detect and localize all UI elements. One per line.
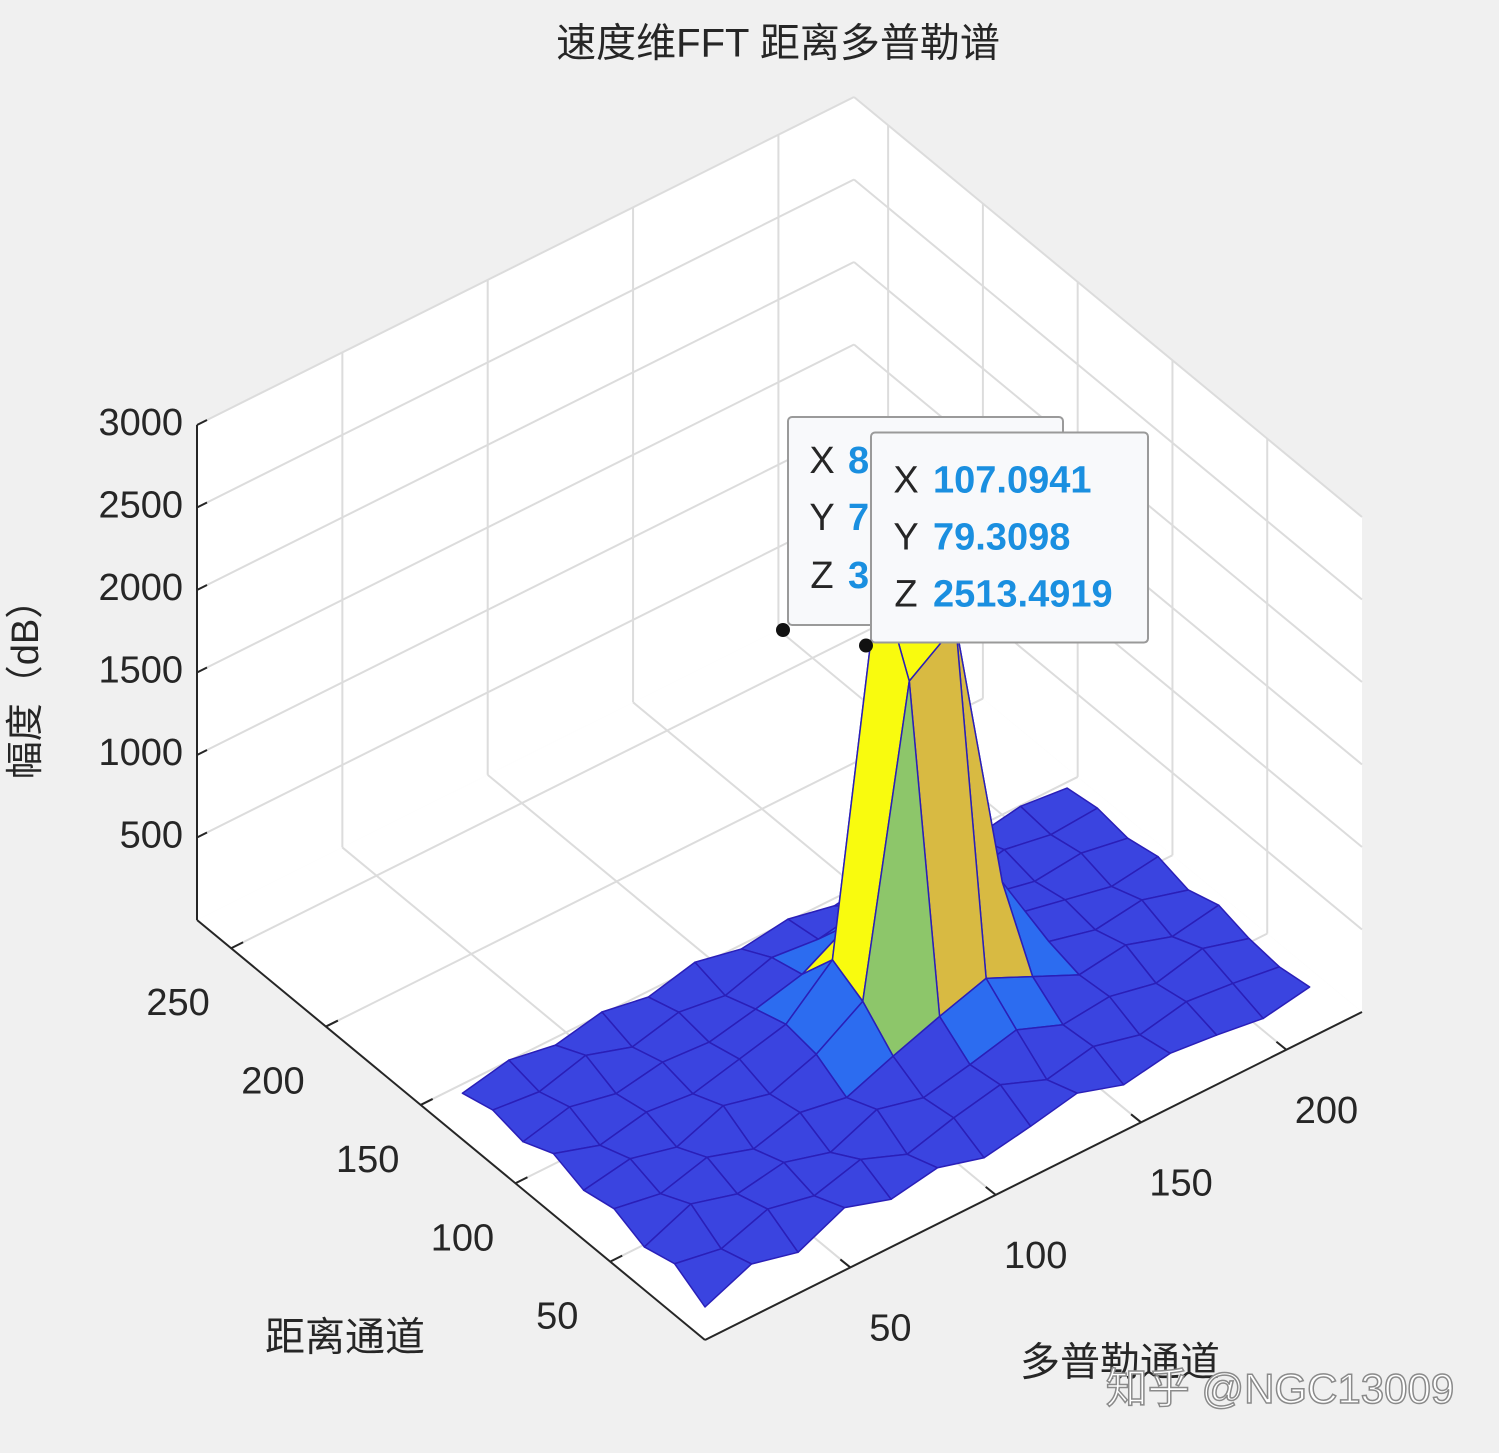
x-tick — [839, 1258, 851, 1269]
z-tick-label: 2000 — [98, 567, 183, 609]
y-tick — [230, 941, 244, 950]
surface-cell — [673, 1248, 753, 1308]
y-tick-label: 150 — [336, 1139, 399, 1181]
datatip-value: 7 — [848, 497, 869, 539]
z-tick-label: 1000 — [98, 732, 183, 774]
grid-line — [853, 178, 1363, 601]
datatip-value: 2513.4919 — [933, 574, 1113, 616]
z-tick — [196, 831, 208, 839]
x-tick — [985, 1186, 997, 1196]
datatip-value: 107.0941 — [933, 460, 1092, 502]
x-tick — [1275, 1040, 1288, 1051]
datatip-box — [869, 431, 1149, 644]
z-tick-label: 3000 — [98, 402, 183, 444]
x-tick-label: 50 — [869, 1307, 911, 1349]
datatip-value: 79.3098 — [933, 517, 1070, 559]
datatip-marker — [858, 638, 873, 653]
y-tick-label: 100 — [431, 1217, 494, 1259]
y-tick-label: 50 — [536, 1296, 578, 1338]
watermark: 知乎 @NGC13009 — [1106, 1365, 1454, 1412]
datatip-value: 3 — [848, 555, 869, 597]
y-axis-label: 距离通道 — [265, 1316, 425, 1360]
datatip-label: X — [893, 460, 918, 502]
z-tick — [196, 666, 208, 674]
z-tick — [196, 501, 208, 509]
grid-line — [196, 261, 855, 591]
z-tick-label: 500 — [120, 815, 183, 857]
x-tick-label: 150 — [1149, 1162, 1212, 1204]
grid-line — [196, 343, 855, 674]
y-tick — [515, 1176, 528, 1185]
y-tick-label: 250 — [146, 982, 209, 1024]
datatip-label: Y — [893, 517, 918, 559]
axis-line — [704, 1011, 1363, 1341]
datatip-marker — [776, 623, 790, 637]
axis-line — [196, 919, 706, 1341]
datatip-label: Y — [809, 497, 834, 539]
z-tick — [196, 584, 208, 591]
z-tick-label: 1500 — [98, 650, 183, 692]
grid-line — [196, 508, 855, 839]
datatip-label: Z — [810, 555, 833, 597]
datatip-label: Z — [894, 574, 917, 616]
grid-line — [196, 96, 855, 426]
z-tick — [196, 419, 208, 426]
y-tick — [325, 1019, 339, 1028]
grid-line — [196, 426, 855, 756]
z-axis-label: 幅度（dB） — [5, 581, 47, 779]
x-tick-label: 100 — [1004, 1235, 1067, 1277]
datatip: X 107.0941 Y 79.3098 Z 2513.4919 — [858, 431, 1149, 653]
datatip-label: X — [809, 440, 834, 482]
surface — [461, 572, 1311, 1308]
x-axis-label: 多普勒通道 — [1020, 1341, 1220, 1385]
y-tick — [420, 1098, 434, 1106]
x-tick-label: 200 — [1295, 1090, 1358, 1132]
y-tick — [609, 1254, 623, 1263]
x-tick — [1130, 1113, 1142, 1124]
z-tick — [196, 749, 208, 756]
grid-line — [230, 619, 889, 950]
grid-line — [196, 178, 855, 509]
y-tick-label: 200 — [241, 1061, 304, 1103]
grid-line — [853, 96, 1363, 518]
chart-title: 速度维FFT 距离多普勒谱 — [556, 22, 1000, 66]
z-tick-label: 2500 — [98, 485, 183, 527]
